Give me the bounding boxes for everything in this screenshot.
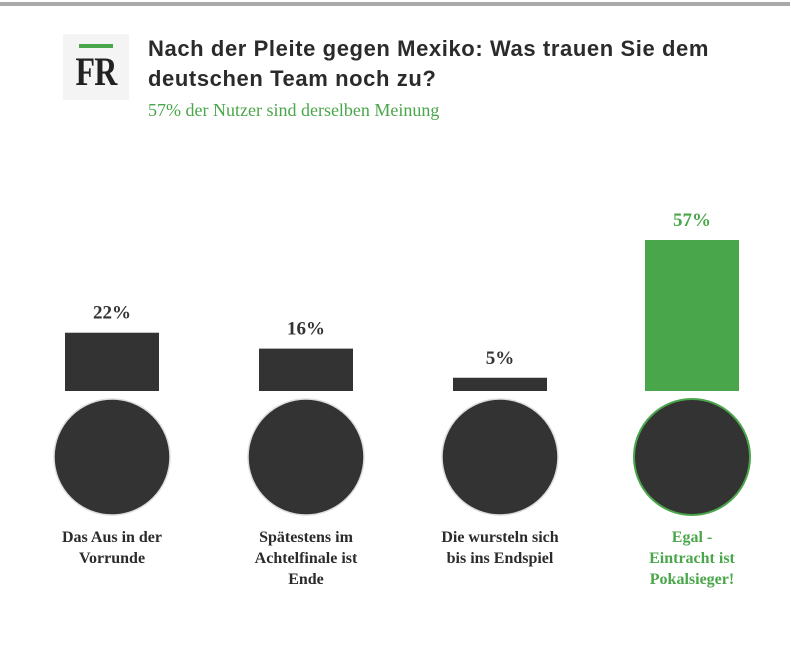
option-image-circle[interactable] bbox=[633, 398, 751, 516]
value-label: 5% bbox=[486, 348, 515, 369]
bar bbox=[65, 332, 159, 391]
poll-summary: 57% der Nutzer sind derselben Meinung bbox=[148, 100, 440, 120]
fr-logo: FR bbox=[63, 34, 129, 100]
bar bbox=[259, 348, 353, 391]
bar bbox=[645, 240, 739, 391]
value-label: 57% bbox=[673, 210, 711, 231]
logo-green-bar bbox=[79, 44, 113, 48]
option-label[interactable]: Die wursteln sich bis ins Endspiel bbox=[441, 529, 559, 567]
option-label[interactable]: Das Aus in der Vorrunde bbox=[61, 529, 163, 567]
bar bbox=[453, 377, 547, 391]
value-label: 16% bbox=[287, 319, 325, 340]
option-image-circle[interactable] bbox=[441, 398, 559, 516]
option-label[interactable]: Egal - Eintracht ist Pokalsieger! bbox=[649, 529, 735, 588]
logo-text: FR bbox=[75, 49, 117, 94]
top-divider bbox=[0, 2, 790, 6]
option-image-circle[interactable] bbox=[247, 398, 365, 516]
poll-question: Nach der Pleite gegen Mexiko: Was trauen… bbox=[148, 36, 710, 91]
option-image-circle[interactable] bbox=[53, 398, 171, 516]
value-label: 22% bbox=[93, 303, 131, 324]
option-label[interactable]: Spätestens im Achtelfinale ist Ende bbox=[254, 529, 358, 588]
